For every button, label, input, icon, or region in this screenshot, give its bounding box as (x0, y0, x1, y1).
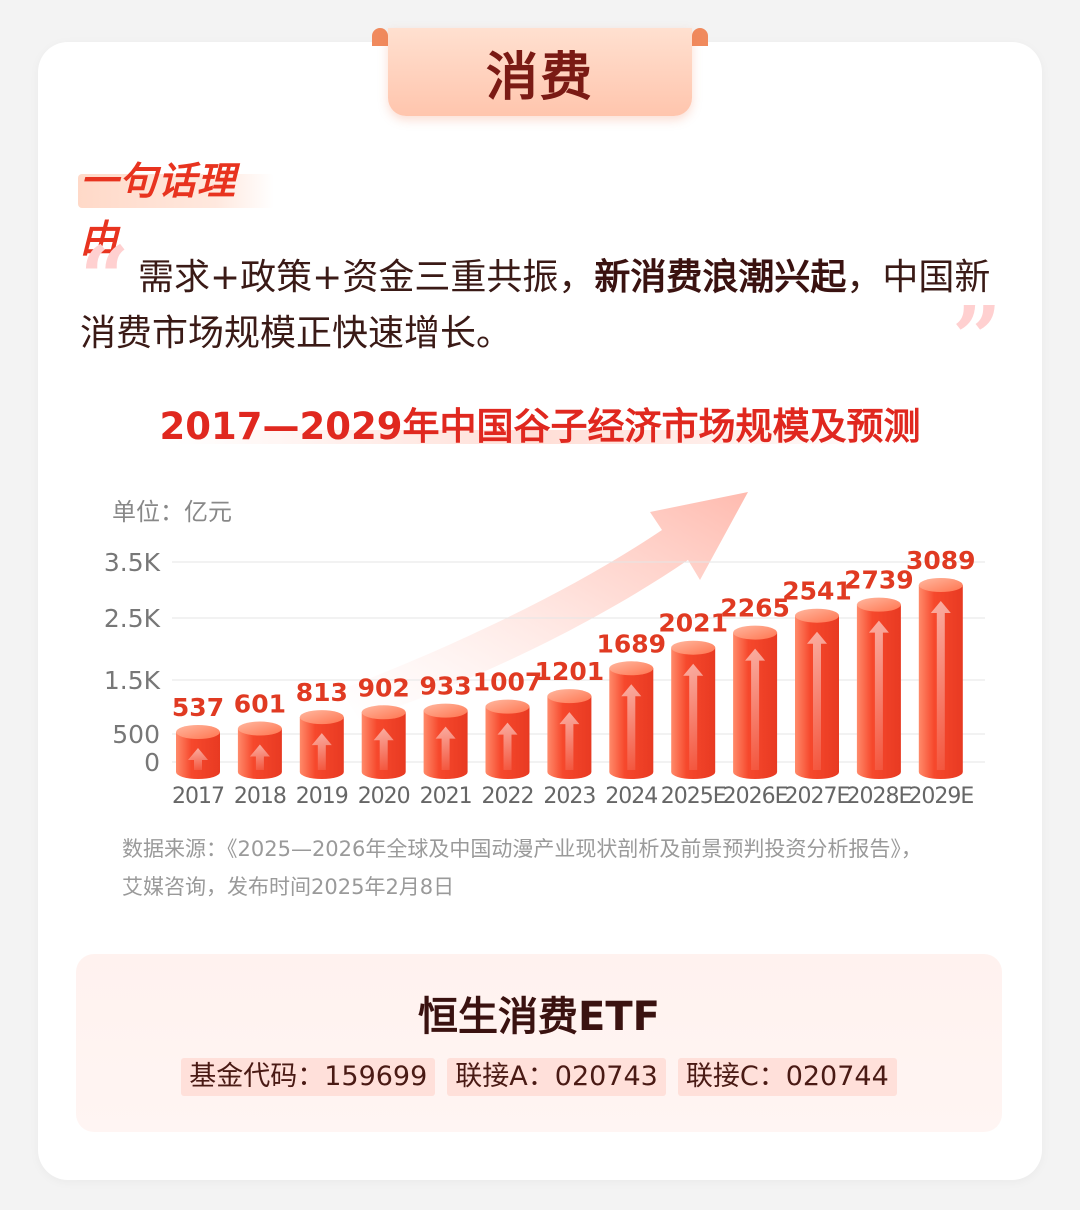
bar-value-label: 2021 (658, 609, 728, 638)
x-tick-label: 2021 (420, 784, 472, 809)
fund-codes: 基金代码：159699 联接A：020743 联接C：020744 (76, 1058, 1002, 1096)
reason-heading-text: 一句话理由 (80, 159, 237, 261)
bar-value-label: 601 (234, 690, 286, 719)
quote-text-part1: 需求+政策+资金三重共振， (138, 257, 595, 298)
bar (671, 640, 716, 780)
bar (795, 608, 839, 779)
y-tick-label: 2.5K (104, 604, 161, 633)
x-tick-label: 2022 (482, 784, 534, 809)
x-tick-label: 2027E (785, 784, 850, 809)
bar (361, 705, 406, 780)
fund-code-main: 基金代码：159699 (181, 1058, 436, 1096)
bar (733, 625, 778, 780)
bar (547, 689, 592, 780)
bar-value-label: 2541 (782, 577, 852, 606)
x-tick-label: 2026E (723, 784, 788, 809)
bar-value-label: 2265 (720, 594, 790, 623)
section-header-tab: 消费 (372, 28, 708, 116)
y-tick-label: 500 (112, 720, 160, 749)
bar (485, 699, 530, 780)
tab-plate: 消费 (388, 28, 692, 116)
bar (237, 721, 282, 780)
x-axis: 2017 2018 2019 2020 2021 2022 2023 2024 2025E202… (172, 784, 974, 809)
tab-peg-right (692, 28, 708, 46)
data-source: 数据来源：《2025—2026年全球及中国动漫产业现状剖析及前景预判投资分析报告… (122, 830, 1002, 906)
bar (423, 703, 468, 780)
bar (856, 597, 901, 780)
bar-value-label: 2739 (844, 566, 914, 595)
source-line-2: 艾媒咨询，发布时间2025年2月8日 (122, 875, 455, 899)
x-tick-label: 2020 (358, 784, 410, 809)
x-tick-label: 2024 (605, 784, 657, 809)
source-line-1: 数据来源：《2025—2026年全球及中国动漫产业现状剖析及前景预判投资分析报告… (122, 837, 922, 861)
bar-value-label: 902 (358, 673, 410, 702)
reason-heading: 一句话理由 (78, 152, 274, 261)
chart-title-underglow (175, 430, 905, 444)
x-tick-label: 2019 (296, 784, 348, 809)
bar (609, 661, 654, 780)
close-quote-icon: ” (952, 288, 1002, 389)
bar-value-label: 1201 (535, 657, 605, 686)
section-title: 消费 (485, 47, 594, 108)
bar-value-label: 1689 (597, 629, 667, 658)
x-tick-label: 2029E (908, 784, 973, 809)
trend-arrow (340, 492, 748, 720)
bar-value-label: 933 (420, 672, 472, 701)
x-tick-label: 2018 (234, 784, 286, 809)
bar (176, 725, 220, 779)
bar (918, 578, 963, 780)
open-quote-icon: “ (80, 228, 130, 329)
x-tick-label: 2025E (661, 784, 726, 809)
fund-code-link-c: 联接C：020744 (677, 1058, 897, 1096)
tab-peg-left (372, 28, 388, 46)
fund-name: 恒生消费ETF (418, 994, 660, 1040)
y-tick-label: 0 (144, 748, 160, 777)
quote-text-bold: 新消费浪潮兴起 (594, 257, 847, 298)
bar-value-label: 813 (296, 678, 348, 707)
bar-value-label: 1007 (473, 668, 543, 697)
unit-label: 单位：亿元 (112, 498, 232, 526)
x-tick-label: 2017 (172, 784, 224, 809)
y-tick-label: 1.5K (104, 666, 161, 695)
bars: 537 601 813 902 933 1007120116892021226525412… (172, 546, 976, 780)
fund-info-box: 恒生消费ETF 基金代码：159699 联接A：020743 联接C：02074… (76, 954, 1002, 1132)
reason-quote: 需求+政策+资金三重共振，新消费浪潮兴起，中国新消费市场规模正快速增长。 (80, 250, 1005, 362)
x-tick-label: 2023 (543, 784, 595, 809)
x-tick-label: 2028E (846, 784, 911, 809)
reason-heading-highlight (78, 174, 274, 208)
quote-text-part2: ，中国新消费市场规模正快速增长。 (80, 257, 991, 354)
y-tick-label: 3.5K (104, 548, 161, 577)
bar-value-label: 537 (172, 693, 224, 722)
fund-code-link-a: 联接A：020743 (447, 1058, 666, 1096)
bar-value-label: 3089 (906, 546, 976, 575)
bar (299, 710, 344, 780)
chart-title: 2017—2029年中国谷子经济市场规模及预测 (159, 405, 921, 448)
